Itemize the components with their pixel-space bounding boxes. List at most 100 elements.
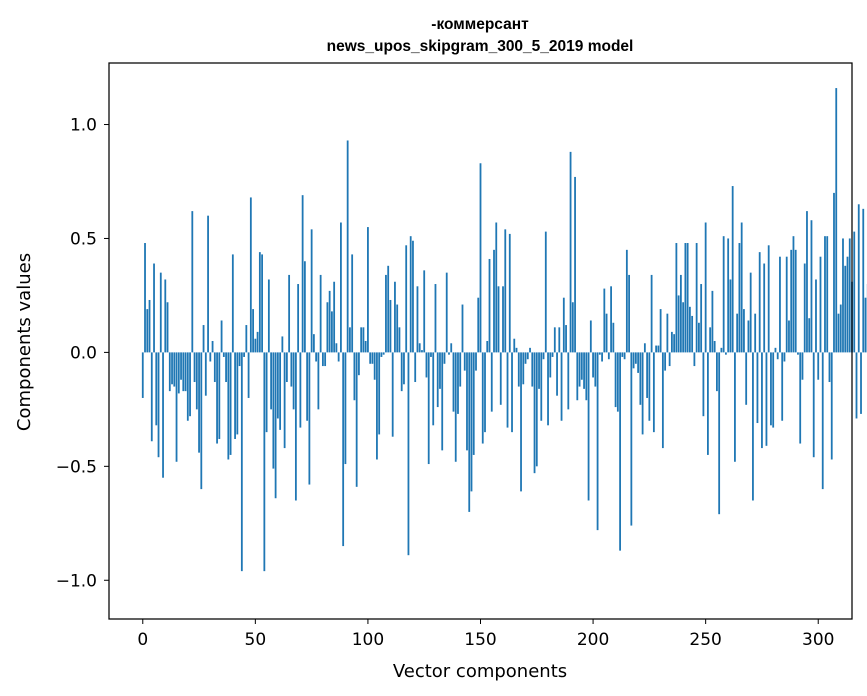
bar <box>324 352 327 367</box>
bar <box>725 352 727 355</box>
bar <box>222 352 225 357</box>
bar <box>207 215 209 353</box>
bar <box>761 352 763 449</box>
bar <box>621 352 624 357</box>
bar <box>551 352 554 357</box>
bar <box>752 352 754 501</box>
bar <box>211 341 214 353</box>
bar <box>292 352 295 410</box>
bar <box>781 352 784 421</box>
bar <box>610 286 612 353</box>
bar <box>632 352 635 369</box>
bar <box>254 338 257 353</box>
bar <box>362 327 365 353</box>
bar <box>200 352 203 490</box>
bar <box>168 352 171 392</box>
bar <box>583 352 585 389</box>
bar <box>333 281 336 353</box>
bar <box>824 236 826 353</box>
bar <box>797 352 799 355</box>
y-axis-ticks: −1.0 −0.5 0.0 0.5 1.0 <box>56 116 109 591</box>
bar <box>146 309 149 353</box>
bar <box>355 352 358 487</box>
bar <box>312 334 315 353</box>
bar <box>657 345 660 353</box>
bar <box>776 352 779 360</box>
bar <box>265 352 268 433</box>
bar <box>596 352 599 531</box>
bar <box>195 352 198 410</box>
bar <box>457 352 459 414</box>
bar <box>556 352 558 396</box>
bar <box>740 222 743 353</box>
plot-frame <box>108 62 853 620</box>
bar <box>623 352 626 360</box>
bar <box>425 352 428 378</box>
bar <box>533 352 536 474</box>
bar <box>463 352 466 371</box>
bar <box>853 231 856 353</box>
bar <box>553 327 556 353</box>
bar <box>198 352 200 453</box>
bar <box>193 352 196 383</box>
bar <box>770 352 772 426</box>
bar <box>535 352 538 467</box>
bar <box>434 284 437 353</box>
bar <box>141 352 144 398</box>
bar <box>396 304 399 353</box>
bar <box>245 325 248 353</box>
bar <box>180 352 182 380</box>
bar <box>772 352 775 428</box>
bar <box>571 302 574 353</box>
bar <box>490 352 493 412</box>
bar <box>159 272 162 353</box>
bar <box>743 309 745 353</box>
bar <box>508 233 511 353</box>
bar <box>794 249 797 353</box>
bar <box>693 352 696 367</box>
bar <box>580 352 583 380</box>
bar <box>267 279 270 353</box>
x-tick-label: 200 <box>577 630 609 650</box>
bar <box>788 320 790 353</box>
bar <box>247 352 250 398</box>
x-tick-label: 250 <box>689 630 721 650</box>
bar <box>191 211 194 353</box>
bar <box>709 327 712 353</box>
bar <box>722 236 725 353</box>
bar <box>598 352 601 355</box>
bar <box>756 352 759 424</box>
bar <box>639 352 642 405</box>
bar <box>236 352 239 435</box>
bar <box>499 352 502 405</box>
bar <box>668 352 671 367</box>
bar <box>315 352 318 362</box>
bar <box>321 352 324 367</box>
x-axis-ticks: 0 50 100 150 200 250 300 <box>137 619 834 650</box>
bar <box>283 352 286 449</box>
bar <box>779 256 781 353</box>
bar <box>452 352 455 412</box>
bar <box>301 195 304 353</box>
bar <box>815 279 817 353</box>
bar <box>630 352 633 526</box>
bar <box>594 352 597 387</box>
bar <box>166 302 169 353</box>
bar <box>213 352 216 383</box>
bar <box>860 352 862 414</box>
bar <box>520 352 522 492</box>
y-tick-label: 0.5 <box>70 229 97 249</box>
bar <box>711 290 714 353</box>
bar <box>319 274 322 353</box>
bar <box>513 338 516 353</box>
bar <box>607 352 610 360</box>
bar <box>747 320 750 353</box>
bar <box>472 352 475 455</box>
bar <box>337 352 340 362</box>
bar <box>821 352 824 490</box>
bar <box>290 352 293 387</box>
bar <box>475 352 477 371</box>
bar <box>263 352 266 572</box>
bar <box>481 352 484 444</box>
bar <box>745 352 748 405</box>
